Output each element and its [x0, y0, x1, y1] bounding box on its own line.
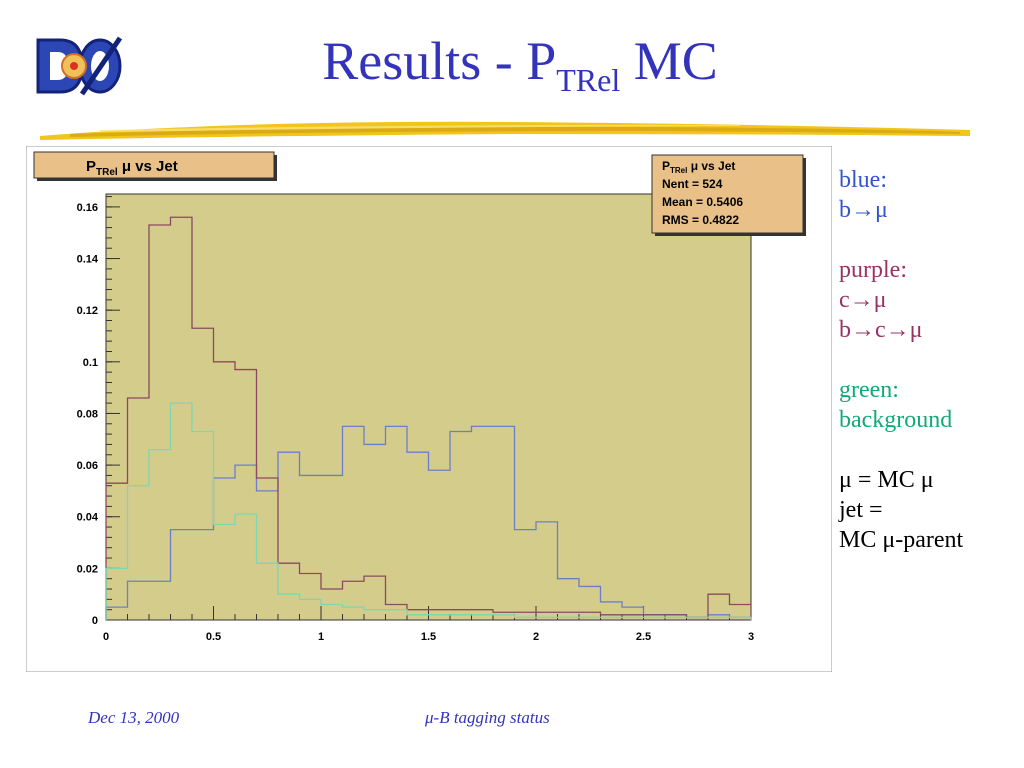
legend-note-3: MC μ-parent [839, 527, 964, 553]
y-tick-label: 0.06 [77, 460, 98, 472]
x-tick-label: 0.5 [206, 631, 221, 643]
legend-note-1: μ = MC μ [839, 467, 934, 493]
y-tick-label: 0.02 [77, 563, 98, 575]
stats-mean: Mean = 0.5406 [662, 195, 743, 209]
slide-title-sub: TRel [556, 62, 621, 98]
x-tick-label: 2.5 [636, 631, 651, 643]
y-tick-label: 0.16 [77, 202, 98, 214]
logo-emblem [36, 36, 123, 96]
y-tick-label: 0.12 [77, 305, 98, 317]
histogram-line-purple [105, 216, 752, 620]
legend-green-desc: background [839, 407, 953, 433]
histogram-line-blue [105, 425, 752, 620]
legend-purple-desc1: c→μ [839, 287, 887, 313]
x-tick-label: 2 [533, 631, 539, 643]
histogram-title: PTRel μ vs Jet [86, 158, 178, 178]
y-tick-label: 0.14 [77, 254, 99, 266]
d0-logo [36, 36, 123, 96]
legend-purple-desc2: b→c→μ [839, 317, 923, 343]
y-tick-label: 0.04 [77, 512, 99, 524]
footer-date: Dec 13, 2000 [88, 708, 180, 727]
y-axis: 0 0.02 0.04 0.06 0.08 0.1 0.12 0.14 0.16 [77, 196, 120, 627]
stats-rms: RMS = 0.4822 [662, 213, 739, 227]
side-legend: blue: b→μ purple: c→μ b→c→μ green: backg… [839, 165, 1024, 555]
plot-area [105, 193, 752, 621]
stats-box: PTRel μ vs Jet Nent = 524 Mean = 0.5406 … [651, 154, 806, 236]
x-tick-label: 1.5 [421, 631, 436, 643]
legend-blue-desc: b→μ [839, 197, 888, 223]
y-tick-label: 0.1 [83, 357, 98, 369]
legend-blue-head: blue: [839, 167, 887, 193]
stats-nent: Nent = 524 [662, 177, 723, 191]
x-tick-label: 1 [318, 631, 324, 643]
legend-purple-head: purple: [839, 257, 907, 283]
histogram-series [105, 216, 752, 620]
stats-name: PTRel μ vs Jet [662, 159, 735, 175]
slide-title-main: Results - P [322, 31, 557, 91]
ptrel-histogram: 0 0.02 0.04 0.06 0.08 0.1 0.12 0.14 0.16 0 0.5 1 1.… [26, 146, 832, 672]
slide-title-tail: MC [620, 31, 718, 91]
y-tick-label: 0.08 [77, 408, 98, 420]
histogram-line-green [105, 402, 752, 620]
footer-subtitle: μ-B tagging status [425, 708, 550, 727]
legend-green-head: green: [839, 377, 899, 403]
x-tick-label: 3 [748, 631, 754, 643]
legend-note-2: jet = [839, 497, 883, 523]
x-tick-label: 0 [103, 631, 109, 643]
title-underline-brush [40, 121, 970, 140]
slide-title: Results - PTRel MC [250, 30, 790, 99]
y-tick-label: 0 [92, 615, 98, 627]
histogram-title-box: PTRel μ vs Jet [33, 151, 277, 181]
